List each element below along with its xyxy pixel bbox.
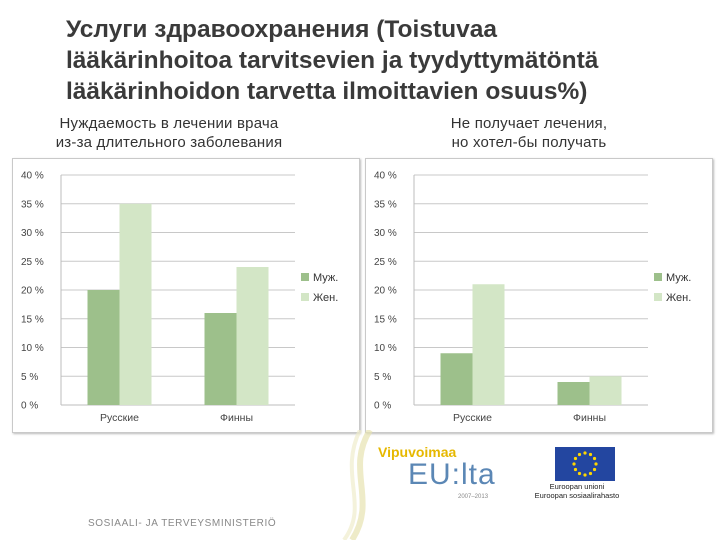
eu-star [583,473,587,477]
right-chart-subtitle: Не получает лечения, но хотел-бы получат… [450,115,608,151]
right-bar-chart: 0 % 5 % 10 % 15 % 20 % 25 % 30 % 35 % 40 % Русски… [374,171,691,425]
right-chart-legend-label: Жен. [666,292,691,304]
right-chart-ytick-label: 30 % [374,228,397,239]
eu-caption: Euroopan unioni Euroopan sosiaalirahasto [534,482,620,500]
decorative-swirl-graphic [342,430,373,540]
left-bar-chart: 0 % 5 % 10 % 15 % 20 % 25 % 30 % 35 % 40 % Русски… [21,171,338,425]
left-chart-legend-label: Жен. [313,292,338,304]
eu-star [572,462,576,466]
right-chart-ytick-label: 25 % [374,257,397,268]
right-chart-ytick-label: 20 % [374,286,397,297]
right-chart-legend-swatch [654,273,662,281]
vipuvoimaa-eu-logo: Vipuvoimaa EU:lta 2007–2013 [372,444,522,506]
eu-star [592,456,597,461]
eu-star [592,467,597,472]
left-chart-ytick-label: 20 % [21,286,44,297]
left-chart-bar-male [204,313,237,405]
left-chart-bar-female [236,267,269,405]
left-chart-category-label: Финны [220,412,253,424]
right-chart-legend-label: Муж. [666,272,691,284]
right-chart-panel: 0 % 5 % 10 % 15 % 20 % 25 % 30 % 35 % 40 % Русски… [365,158,713,433]
ministry-footer-text: SOSIAALI- JA TERVEYSMINISTERIÖ [88,518,277,529]
eu-star [588,452,593,457]
vipuvoimaa-text: Vipuvoimaa [378,444,457,460]
right-chart-bar-female [589,376,622,405]
eu-star [588,471,593,476]
eu-star [594,462,598,466]
left-chart-ytick-label: 5 % [21,372,38,383]
left-chart-category-label: Русские [100,412,139,424]
vipuvoimaa-years: 2007–2013 [458,494,489,500]
right-chart-ytick-label: 5 % [374,372,391,383]
left-chart-ytick-label: 15 % [21,314,44,325]
right-chart-legend-swatch [654,293,662,301]
eu-star [573,456,578,461]
right-chart-bar-female [472,284,505,405]
left-chart-panel: 0 % 5 % 10 % 15 % 20 % 25 % 30 % 35 % 40 % Русски… [12,158,360,433]
eu-star [583,451,587,455]
left-chart-ytick-label: 10 % [21,343,44,354]
left-chart-subtitle: Нуждаемость в лечении врача из-за длител… [55,115,283,151]
eu-lta-text: EU:lta [408,458,496,491]
slide-title: Услуги здравоохранения (Toistuvaa lääkär… [66,16,599,105]
left-chart-ytick-label: 40 % [21,171,44,182]
right-chart-ytick-label: 15 % [374,314,397,325]
left-chart-ytick-label: 0 % [21,401,38,412]
right-chart-category-label: Финны [573,412,606,424]
eu-flag-icon [555,447,615,481]
right-chart-bar-male [440,353,473,405]
eu-star [577,471,582,476]
eu-star [577,452,582,457]
left-chart-ytick-label: 35 % [21,199,44,210]
eu-star [573,467,578,472]
left-chart-legend-swatch [301,273,309,281]
right-chart-ytick-label: 10 % [374,343,397,354]
right-chart-ytick-label: 0 % [374,401,391,412]
left-chart-legend-swatch [301,293,309,301]
right-chart-ytick-label: 40 % [374,171,397,182]
left-chart-bar-male [87,290,120,405]
left-chart-ytick-label: 30 % [21,228,44,239]
left-chart-legend-label: Муж. [313,272,338,284]
left-chart-ytick-label: 25 % [21,257,44,268]
right-chart-category-label: Русские [453,412,492,424]
right-chart-ytick-label: 35 % [374,199,397,210]
left-chart-bar-female [119,203,152,405]
right-chart-bar-male [557,382,590,405]
